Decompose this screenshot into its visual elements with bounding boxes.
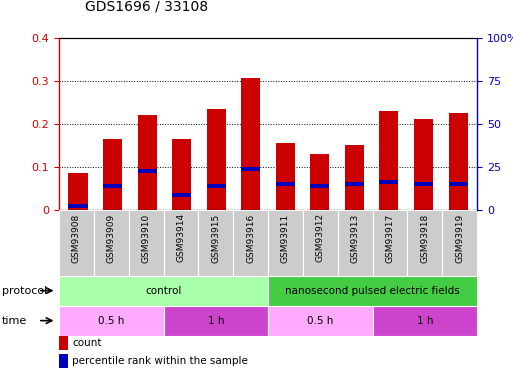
Bar (137, 115, 156, 210)
Text: GSM93909: GSM93909 (107, 213, 116, 262)
Bar (372, 210, 407, 276)
Text: GSM93919: GSM93919 (455, 213, 464, 262)
Bar (414, 182, 433, 186)
Text: time: time (2, 316, 27, 326)
Text: GSM93912: GSM93912 (316, 213, 325, 262)
Text: GSM93914: GSM93914 (176, 213, 185, 262)
Text: GSM93908: GSM93908 (72, 213, 81, 262)
Bar (164, 306, 268, 336)
Text: GSM93911: GSM93911 (281, 213, 290, 262)
Text: 1 h: 1 h (208, 316, 224, 326)
Text: protocol: protocol (2, 286, 47, 296)
Bar (241, 167, 260, 171)
Text: control: control (145, 286, 182, 296)
Bar (199, 210, 233, 276)
Bar (69, 204, 88, 208)
Bar (380, 180, 399, 184)
Text: GSM93916: GSM93916 (246, 213, 255, 262)
Bar (129, 210, 164, 276)
Bar (448, 113, 467, 210)
Bar (69, 173, 88, 210)
Bar (345, 146, 364, 210)
Text: nanosecond pulsed electric fields: nanosecond pulsed electric fields (285, 286, 460, 296)
Bar (103, 184, 122, 188)
Text: 0.5 h: 0.5 h (98, 316, 125, 326)
Bar (207, 109, 226, 210)
Text: percentile rank within the sample: percentile rank within the sample (72, 356, 248, 366)
Bar (241, 78, 260, 210)
Text: 0.5 h: 0.5 h (307, 316, 333, 326)
Bar (103, 139, 122, 210)
Bar (59, 336, 68, 350)
Text: GSM93913: GSM93913 (351, 213, 360, 262)
Bar (345, 182, 364, 186)
Bar (310, 184, 329, 188)
Bar (310, 154, 329, 210)
Bar (233, 210, 268, 276)
Bar (276, 143, 295, 210)
Text: GDS1696 / 33108: GDS1696 / 33108 (85, 0, 208, 13)
Bar (268, 210, 303, 276)
Bar (59, 354, 68, 368)
Bar (380, 111, 399, 210)
Bar (414, 120, 433, 210)
Bar (372, 306, 477, 336)
Bar (59, 306, 164, 336)
Bar (407, 210, 442, 276)
Text: 1 h: 1 h (417, 316, 433, 326)
Bar (338, 210, 372, 276)
Text: count: count (72, 338, 102, 348)
Bar (94, 210, 129, 276)
Text: GSM93918: GSM93918 (420, 213, 429, 262)
Bar (172, 193, 191, 197)
Text: GSM93917: GSM93917 (385, 213, 394, 262)
Bar (268, 306, 372, 336)
Bar (164, 210, 199, 276)
Bar (137, 169, 156, 173)
Text: GSM93910: GSM93910 (142, 213, 151, 262)
Bar (207, 184, 226, 188)
Bar (442, 210, 477, 276)
Bar (268, 276, 477, 306)
Bar (276, 182, 295, 186)
Bar (303, 210, 338, 276)
Bar (448, 182, 467, 186)
Bar (59, 276, 268, 306)
Text: GSM93915: GSM93915 (211, 213, 220, 262)
Bar (172, 139, 191, 210)
Bar (59, 210, 94, 276)
